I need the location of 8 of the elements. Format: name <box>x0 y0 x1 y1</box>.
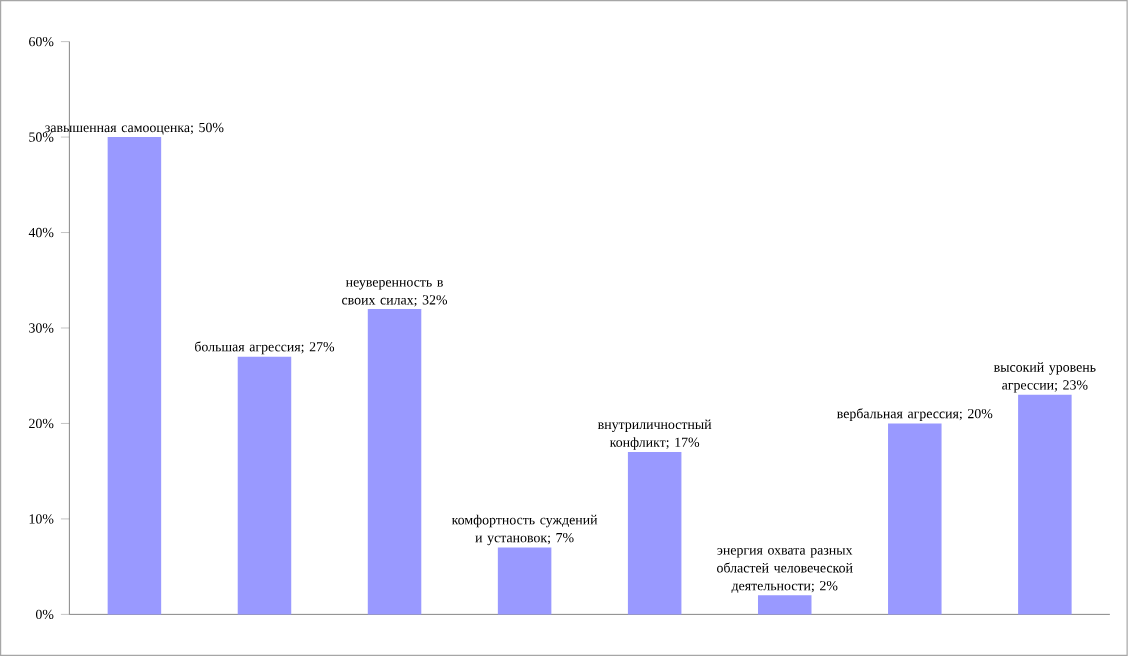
bar <box>107 137 162 615</box>
bar <box>888 423 942 615</box>
bar <box>237 356 292 615</box>
bar <box>497 547 552 615</box>
bar <box>367 308 422 615</box>
bar <box>627 452 682 615</box>
bar <box>1018 394 1072 615</box>
bar <box>757 595 812 615</box>
